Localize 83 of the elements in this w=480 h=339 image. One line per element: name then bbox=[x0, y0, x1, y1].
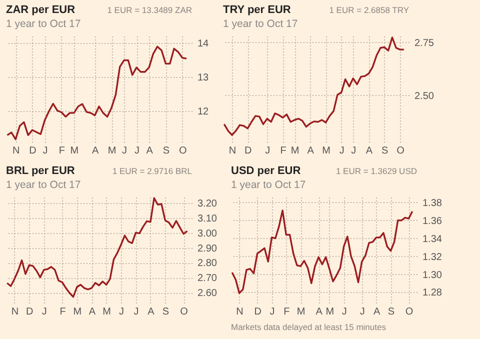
y-tick-label: 1.32 bbox=[422, 252, 442, 263]
chart-title: ZAR per EUR bbox=[6, 4, 76, 16]
x-tick-label: J bbox=[360, 306, 365, 318]
x-tick-label: A bbox=[88, 306, 96, 318]
x-tick-label: J bbox=[119, 306, 124, 318]
chart-subtitle: 1 year to Oct 17 bbox=[231, 179, 306, 191]
x-tick-label: J bbox=[122, 146, 128, 156]
y-tick-label: 3.00 bbox=[198, 228, 218, 240]
chart-subtitle: 1 year to Oct 17 bbox=[223, 18, 298, 30]
x-tick-label: A bbox=[307, 146, 314, 156]
x-tick-label: A bbox=[146, 146, 154, 156]
x-tick-label: D bbox=[254, 306, 262, 318]
x-tick-label: F bbox=[284, 306, 290, 318]
x-tick-label: J bbox=[42, 146, 48, 156]
x-tick-label: O bbox=[405, 306, 414, 318]
x-tick-label: N bbox=[236, 306, 244, 318]
line-series bbox=[6, 46, 188, 140]
y-tick-label: 2.70 bbox=[198, 273, 218, 284]
x-tick-label: S bbox=[162, 146, 170, 156]
y-tick-label: 2.90 bbox=[198, 243, 218, 254]
x-tick-label: N bbox=[12, 146, 20, 156]
x-tick-label: M bbox=[108, 146, 116, 156]
chart-subtitle: 1 year to Oct 17 bbox=[6, 179, 81, 191]
x-tick-label: M bbox=[322, 146, 330, 156]
y-tick-label: 1.28 bbox=[422, 288, 442, 299]
x-tick-label: O bbox=[179, 146, 188, 156]
x-tick-label: A bbox=[316, 306, 323, 318]
x-tick-label: J bbox=[270, 306, 275, 318]
y-tick-label: 2.75 bbox=[414, 38, 434, 49]
x-tick-label: O bbox=[180, 306, 188, 318]
x-tick-label: M bbox=[290, 146, 300, 156]
x-tick-label: M bbox=[296, 306, 306, 318]
x-tick-label: A bbox=[366, 146, 373, 156]
text: 1 EUR = 13.3489 ZAR bbox=[107, 5, 192, 15]
x-tick-label: A bbox=[373, 306, 380, 318]
y-tick-label: 14 bbox=[198, 38, 210, 50]
x-tick-label: S bbox=[388, 306, 395, 318]
text: 1 EUR = 1.3629 USD bbox=[336, 166, 417, 176]
y-tick-label: 2.80 bbox=[198, 258, 218, 270]
y-tick-label: 3.20 bbox=[198, 198, 218, 210]
chart-subtitle: 1 year to Oct 17 bbox=[6, 18, 81, 30]
x-tick-label: F bbox=[60, 306, 66, 318]
x-tick-label: J bbox=[339, 146, 344, 156]
x-tick-label: F bbox=[58, 146, 66, 156]
x-tick-label: O bbox=[396, 146, 405, 156]
y-tick-label: 2.50 bbox=[414, 90, 434, 102]
text: 1 EUR = 2.6858 TRY bbox=[329, 5, 410, 15]
x-tick-label: D bbox=[29, 146, 36, 156]
y-tick-label: 1.38 bbox=[422, 198, 442, 209]
text: 1 EUR = 2.9716 BRL bbox=[112, 166, 192, 176]
x-tick-label: A bbox=[92, 146, 99, 156]
x-tick-label: A bbox=[148, 306, 155, 318]
x-tick-label: M bbox=[326, 306, 334, 318]
y-tick-label: 12 bbox=[198, 106, 210, 118]
x-tick-label: N bbox=[228, 146, 236, 156]
x-tick-label: S bbox=[382, 146, 389, 156]
y-tick-label: 2.60 bbox=[198, 288, 218, 300]
line-series bbox=[231, 210, 414, 294]
y-tick-label: 3.10 bbox=[198, 213, 218, 224]
x-tick-label: D bbox=[26, 306, 34, 318]
y-tick-label: 13 bbox=[198, 72, 210, 84]
chart-title: USD per EUR bbox=[231, 165, 301, 177]
chart-title: BRL per EUR bbox=[6, 165, 75, 177]
text: Markets data delayed at least 15 minutes bbox=[231, 322, 386, 332]
y-tick-label: 1.30 bbox=[422, 270, 442, 281]
x-tick-label: N bbox=[11, 306, 19, 318]
y-tick-label: 1.36 bbox=[422, 216, 442, 227]
x-tick-label: M bbox=[70, 146, 79, 156]
x-tick-label: M bbox=[73, 306, 82, 318]
x-tick-label: J bbox=[351, 146, 356, 156]
x-tick-label: D bbox=[244, 146, 252, 156]
x-tick-label: S bbox=[162, 306, 170, 318]
x-tick-label: J bbox=[342, 306, 347, 318]
chart-title: TRY per EUR bbox=[223, 4, 291, 16]
x-tick-label: J bbox=[134, 306, 139, 318]
x-tick-label: M bbox=[102, 306, 112, 318]
x-tick-label: J bbox=[265, 146, 270, 156]
line-series bbox=[6, 197, 188, 298]
x-tick-label: J bbox=[134, 146, 140, 156]
y-tick-label: 1.34 bbox=[422, 234, 442, 245]
x-tick-label: J bbox=[42, 306, 47, 318]
x-tick-label: F bbox=[280, 146, 286, 156]
line-series bbox=[223, 36, 405, 136]
